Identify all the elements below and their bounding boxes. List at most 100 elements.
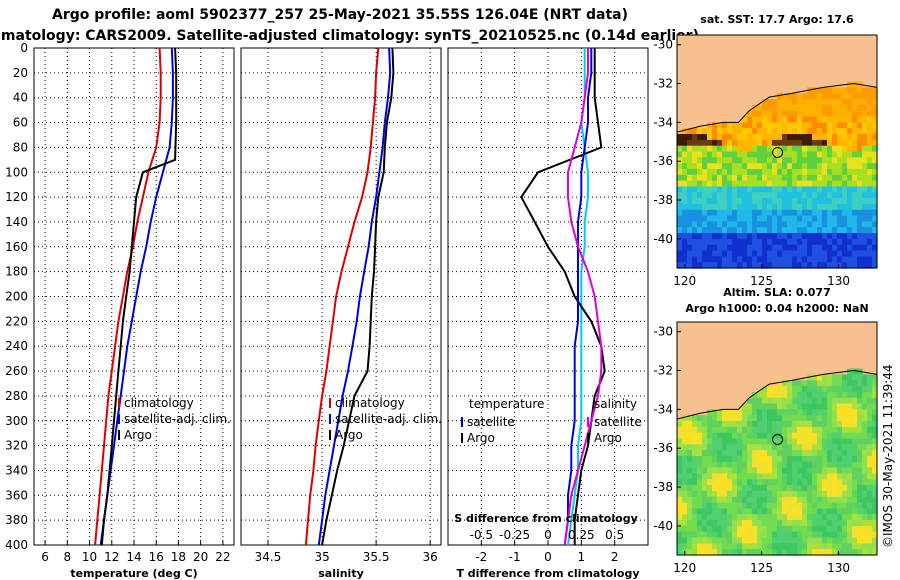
map-cell xyxy=(772,502,778,509)
map-cell xyxy=(777,180,783,187)
map-cell xyxy=(687,192,693,199)
map-cell xyxy=(697,180,703,187)
map-cell xyxy=(847,104,853,112)
map-cell xyxy=(802,543,808,550)
map-cell xyxy=(852,104,858,112)
y-tick-label: 360 xyxy=(5,488,28,502)
map-cell xyxy=(862,409,868,416)
map-cell xyxy=(782,520,788,527)
map-cell xyxy=(737,514,743,521)
map-cell xyxy=(802,250,808,257)
map-cell xyxy=(772,198,778,205)
map-cell xyxy=(872,244,878,252)
map-cell xyxy=(752,157,758,164)
series-line-argo xyxy=(321,47,395,546)
x-tick-label: 1 xyxy=(578,550,586,564)
map-cell xyxy=(812,403,818,410)
map-cell xyxy=(802,432,808,440)
map-cell xyxy=(707,163,713,170)
y-tick-label: 60 xyxy=(13,116,28,130)
map-cell xyxy=(677,262,683,269)
map-cell xyxy=(732,215,738,222)
map-cell xyxy=(787,514,793,521)
map-cell xyxy=(787,250,793,257)
map-cell xyxy=(727,139,733,147)
map-cell xyxy=(752,421,758,428)
map-cell xyxy=(727,502,733,509)
map-cell xyxy=(777,403,783,410)
map-cell xyxy=(862,514,868,521)
map-cell xyxy=(737,496,743,504)
map-cell xyxy=(787,186,793,193)
map-cell xyxy=(767,186,773,193)
map-cell xyxy=(837,456,843,463)
map-cell xyxy=(797,244,803,252)
map-cell xyxy=(727,174,733,182)
map-cell xyxy=(767,151,773,158)
map-cell xyxy=(677,438,683,445)
map-cell xyxy=(677,238,683,246)
map-cell xyxy=(747,157,753,164)
map-cell xyxy=(807,116,813,123)
map-cell xyxy=(742,256,748,263)
map-cell xyxy=(872,444,878,451)
map-cell xyxy=(837,461,843,469)
x-tick-label: 18 xyxy=(171,550,186,564)
map-cell xyxy=(712,473,718,480)
map-cell xyxy=(752,444,758,451)
map-cell xyxy=(802,128,808,135)
map-cell xyxy=(802,391,808,399)
map-cell xyxy=(772,151,778,158)
map-cell xyxy=(762,215,768,222)
map-cell xyxy=(772,514,778,521)
map-cell xyxy=(777,502,783,509)
map-cell xyxy=(787,479,793,486)
map-cell xyxy=(847,174,853,182)
map-cell xyxy=(817,514,823,521)
map-cell xyxy=(852,221,858,228)
map-cell xyxy=(837,87,843,94)
map-cell xyxy=(857,256,863,263)
map-cell xyxy=(727,215,733,222)
map-cell xyxy=(782,397,788,405)
map-cell xyxy=(752,122,758,129)
map-cell xyxy=(862,192,868,199)
map-cell xyxy=(767,198,773,205)
map-cell xyxy=(682,520,688,527)
map-cell xyxy=(872,180,878,187)
map-cell xyxy=(737,157,743,164)
map-cell xyxy=(827,262,833,269)
map-cell xyxy=(867,128,873,135)
map-cell xyxy=(857,473,863,480)
map-cell xyxy=(802,461,808,469)
map-cell xyxy=(742,432,748,440)
map-cell xyxy=(757,426,763,434)
map-cell xyxy=(852,421,858,428)
map-cell xyxy=(842,134,848,141)
map-cell xyxy=(867,450,873,457)
map-cell xyxy=(742,203,748,211)
map-cell xyxy=(797,391,803,399)
map-cell xyxy=(837,227,843,234)
map-cell xyxy=(752,426,758,434)
map-cell xyxy=(702,426,708,434)
map-cell xyxy=(682,485,688,492)
map-cell xyxy=(822,496,828,504)
map-cell xyxy=(677,421,683,428)
map-cell xyxy=(772,238,778,246)
map-cell xyxy=(732,145,738,153)
map-cell xyxy=(722,432,728,440)
map-cell xyxy=(747,490,753,498)
map-cell xyxy=(827,215,833,222)
map-cell xyxy=(837,192,843,199)
map-cell xyxy=(822,163,828,170)
map-cell xyxy=(727,543,733,550)
map-cell xyxy=(737,485,743,492)
map-cell xyxy=(787,421,793,428)
map-cell xyxy=(827,450,833,457)
map-cell xyxy=(752,174,758,182)
map-cell xyxy=(827,139,833,147)
map-cell xyxy=(867,374,873,381)
map-cell xyxy=(697,238,703,246)
map-cell xyxy=(767,122,773,129)
